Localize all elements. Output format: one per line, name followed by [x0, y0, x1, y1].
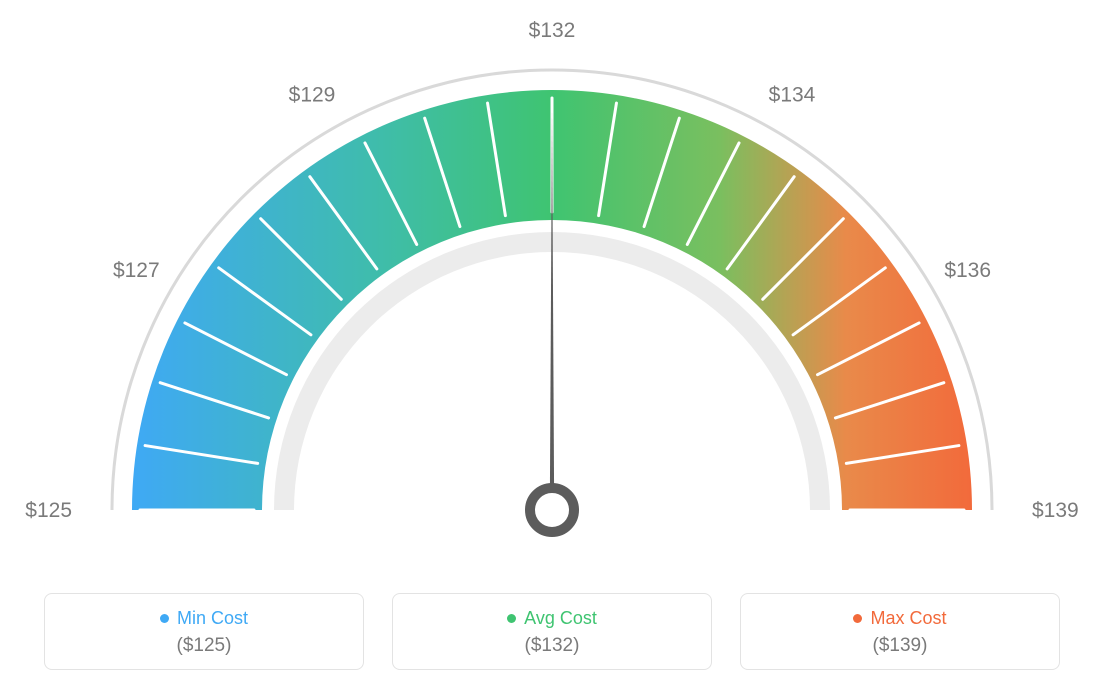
svg-text:$132: $132 [529, 19, 576, 42]
legend-max-value: ($139) [751, 635, 1049, 657]
legend-min-label: Min Cost [160, 608, 248, 629]
legend-max-text: Max Cost [870, 608, 946, 629]
gauge-svg: $125 $127 $129 $132 $134 $136 $139 [0, 0, 1104, 560]
cost-gauge-chart: $125 $127 $129 $132 $134 $136 $139 [0, 0, 1104, 560]
legend-avg-value: ($132) [403, 635, 701, 657]
svg-text:$129: $129 [289, 83, 336, 106]
svg-text:$139: $139 [1032, 499, 1079, 522]
legend-avg-label: Avg Cost [507, 608, 597, 629]
legend-min-value: ($125) [55, 635, 353, 657]
dot-icon [160, 614, 169, 623]
svg-text:$136: $136 [944, 259, 991, 282]
dot-icon [853, 614, 862, 623]
legend-max-cost: Max Cost ($139) [740, 593, 1060, 670]
legend-min-text: Min Cost [177, 608, 248, 629]
legend-row: Min Cost ($125) Avg Cost ($132) Max Cost… [0, 593, 1104, 670]
legend-max-label: Max Cost [853, 608, 946, 629]
legend-avg-text: Avg Cost [524, 608, 597, 629]
legend-avg-cost: Avg Cost ($132) [392, 593, 712, 670]
svg-text:$134: $134 [769, 83, 816, 106]
legend-min-cost: Min Cost ($125) [44, 593, 364, 670]
svg-text:$125: $125 [25, 499, 72, 522]
dot-icon [507, 614, 516, 623]
svg-text:$127: $127 [113, 259, 160, 282]
